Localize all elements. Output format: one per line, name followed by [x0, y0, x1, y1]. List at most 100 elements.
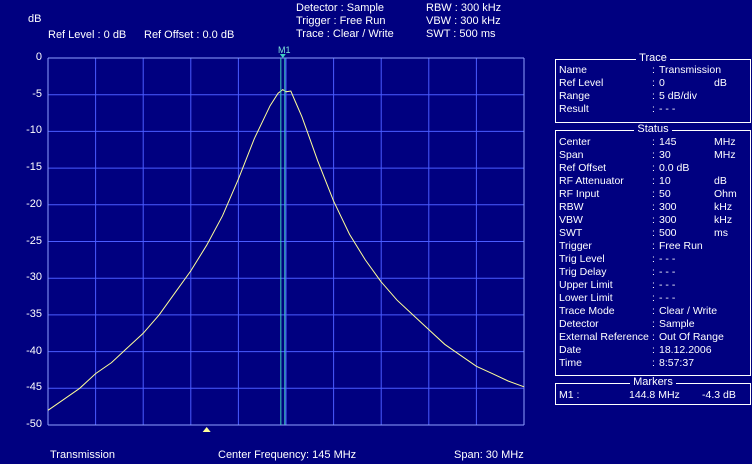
- status-panel-row-value: 500: [659, 227, 677, 239]
- status-panel-row-value: Sample: [659, 318, 695, 330]
- trace-line: [47, 88, 525, 411]
- status-panel-row-value: 145: [659, 136, 677, 148]
- status-panel-row-value: Clear / Write: [659, 305, 718, 317]
- status-panel-row-key: RF Attenuator: [559, 175, 624, 187]
- status-panel-row-value: Out Of Range: [659, 331, 724, 343]
- status-panel-row-value: 8:57:37: [659, 357, 695, 369]
- trace-panel-row-value: 0: [659, 77, 665, 89]
- marker-label: M1: [278, 45, 291, 55]
- y-tick-label: -25: [26, 234, 42, 247]
- status-panel-row-key: RF Input: [559, 188, 600, 200]
- status-panel-row-key: VBW: [559, 214, 583, 226]
- status-panel-title: Status: [634, 123, 672, 135]
- status-panel-row-colon: :: [652, 240, 655, 252]
- trace-panel-row-key: Ref Level: [559, 77, 604, 89]
- status-panel-row-colon: :: [652, 201, 655, 213]
- status-panel-row-key: RBW: [559, 201, 584, 213]
- y-unit-label: dB: [28, 13, 42, 25]
- trace-panel-row-value: Transmission: [659, 64, 722, 76]
- trace-panel-row-key: Name: [559, 64, 588, 76]
- trace-panel: Trace Name: Transmission Ref Level:0 dB Rang…: [555, 52, 751, 123]
- trace-panel-row-key: Range: [559, 90, 590, 102]
- y-tick-label: -5: [32, 87, 42, 100]
- status-panel-row-colon: :: [652, 357, 655, 369]
- trace-setting: Trace : Clear / Write: [296, 28, 394, 40]
- status-panel-row-key: External Reference: [559, 331, 649, 343]
- status-panel-row-colon: :: [652, 318, 655, 330]
- y-tick-label: -35: [26, 307, 42, 320]
- status-panel-row-key: Detector: [559, 318, 599, 330]
- status-panel-row-unit: kHz: [714, 214, 733, 226]
- ref-offset-text: Ref Offset : 0.0 dB: [144, 29, 235, 41]
- y-tick-label: -50: [26, 418, 42, 430]
- trigger-setting: Trigger : Free Run: [296, 15, 386, 27]
- status-panel-row-key: Trig Delay: [559, 266, 607, 278]
- trace-panel-row-colon: :: [652, 90, 655, 102]
- footer-center-frequency: Center Frequency: 145 MHz: [218, 449, 357, 461]
- trace-panel-row-value: 5 dB/div: [659, 90, 697, 102]
- trace-panel-title: Trace: [636, 52, 670, 64]
- status-panel-row-unit: ms: [714, 227, 728, 239]
- marker-top-triangle: [279, 54, 286, 58]
- status-panel-row-key: Trace Mode: [559, 305, 615, 317]
- trace-panel-row-colon: :: [652, 103, 655, 115]
- status-panel-row-key: Span: [559, 149, 584, 161]
- detector-setting: Detector : Sample: [296, 2, 385, 14]
- status-panel-row-colon: :: [652, 162, 655, 174]
- status-panel-row-colon: :: [652, 149, 655, 161]
- marker-m1: [202, 54, 286, 432]
- status-panel-row-key: Time: [559, 357, 582, 369]
- vbw-setting: VBW : 300 kHz: [426, 15, 501, 27]
- y-tick-label: -30: [26, 271, 42, 284]
- footer-trace-name: Transmission: [50, 449, 115, 461]
- status-panel-row-colon: :: [652, 253, 655, 265]
- status-panel-row-key: Date: [559, 344, 582, 356]
- status-panel-row-value: 10: [659, 175, 671, 187]
- y-tick-label: -40: [26, 344, 42, 357]
- status-panel-row-key: Lower Limit: [559, 292, 613, 304]
- status-panel-row-value: 50: [659, 188, 671, 200]
- status-panel-row-colon: :: [652, 214, 655, 226]
- swt-setting: SWT : 500 ms: [426, 28, 496, 40]
- status-panel-row-value: 18.12.2006: [659, 344, 712, 356]
- status-panel-row-value: 300: [659, 201, 677, 213]
- status-panel-row-colon: :: [652, 175, 655, 187]
- marker-row-level: -4.3 dB: [702, 389, 736, 401]
- marker-row-name: M1 :: [559, 389, 580, 401]
- y-tick-label: -15: [26, 161, 42, 174]
- status-panel-row-colon: :: [652, 227, 655, 239]
- status-panel-row-colon: :: [652, 136, 655, 148]
- status-panel-row-colon: :: [652, 292, 655, 304]
- status-panel-row-colon: :: [652, 344, 655, 356]
- trace-panel-row-key: Result: [559, 103, 589, 115]
- status-panel-row-value: Free Run: [659, 240, 703, 252]
- status-panel-row-key: Ref Offset: [559, 162, 607, 174]
- markers-panel: Markers M1 : 144.8 MHz -4.3 dB: [555, 376, 751, 405]
- center-marker-triangle: [202, 427, 211, 432]
- y-tick-label: -20: [26, 197, 42, 210]
- status-panel-row-colon: :: [652, 266, 655, 278]
- status-panel-row-colon: :: [652, 279, 655, 291]
- status-panel-row-key: Center: [559, 136, 591, 148]
- settings-col-2: RBW : 300 kHz VBW : 300 kHz SWT : 500 ms: [426, 2, 501, 41]
- trace-panel-row-colon: :: [652, 64, 655, 76]
- status-panel-row-unit: dB: [714, 175, 727, 187]
- footer-span: Span: 30 MHz: [454, 449, 524, 461]
- status-panel-row-key: Upper Limit: [559, 279, 613, 291]
- rbw-setting: RBW : 300 kHz: [426, 2, 502, 14]
- status-panel-row-value: 300: [659, 214, 677, 226]
- y-tick-label: -45: [26, 381, 42, 394]
- status-panel-row-key: Trigger: [559, 240, 592, 252]
- plot-grid: [47, 57, 525, 426]
- status-panel-row-value: - - -: [659, 266, 676, 278]
- marker-row-freq: 144.8 MHz: [629, 389, 680, 401]
- status-panel-row-unit: MHz: [714, 136, 736, 148]
- status-panel-row-value: 30: [659, 149, 671, 161]
- trace-panel-row-value: - - -: [659, 103, 676, 115]
- ref-level-text: Ref Level : 0 dB: [48, 29, 127, 41]
- status-panel-row-colon: :: [652, 305, 655, 317]
- trace-panel-row-unit: dB: [714, 77, 727, 89]
- status-panel-row-unit: Ohm: [714, 188, 737, 200]
- y-tick-label: -10: [26, 124, 42, 137]
